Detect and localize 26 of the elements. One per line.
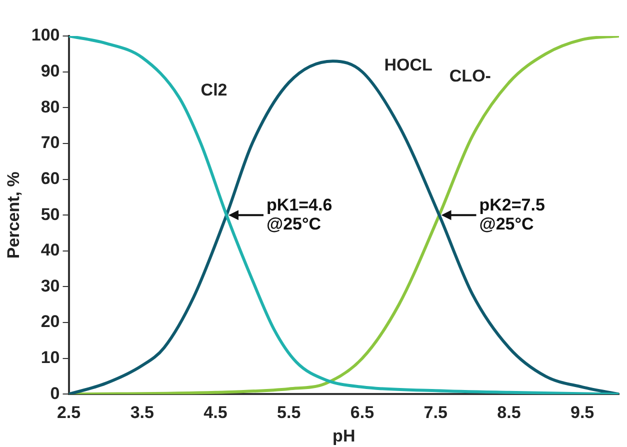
y-tick-label: 90	[40, 62, 60, 81]
y-tick-label: 20	[40, 312, 60, 332]
y-tick-label: 60	[40, 168, 60, 188]
x-tick-label: 6.5	[350, 403, 374, 422]
series-label: CLO-	[449, 66, 491, 86]
series-label: HOCL	[384, 56, 432, 75]
x-tick-label: 9.5	[570, 403, 594, 422]
x-tick-label: 7.5	[424, 403, 448, 422]
y-tick-label: 70	[40, 133, 60, 152]
y-axis-title: Percent, %	[4, 172, 23, 259]
x-tick-label: 4.5	[204, 403, 228, 422]
x-tick-label: 8.5	[497, 403, 521, 422]
y-tick-label: 100	[31, 26, 60, 45]
y-tick-label: 50	[40, 204, 60, 224]
x-tick-label: 3.5	[130, 403, 154, 422]
y-tick-label: 0	[50, 384, 60, 403]
y-tick-label: 80	[40, 97, 60, 116]
x-tick-label: 5.5	[277, 403, 301, 422]
y-tick-label: 30	[40, 276, 60, 296]
annotation: pK1=4.6 @25°C	[266, 195, 332, 234]
x-tick-label: 2.5	[56, 403, 81, 422]
series-label: Cl2	[200, 80, 228, 100]
y-tick-label: 10	[40, 348, 60, 368]
x-axis-title: pH	[332, 426, 356, 446]
y-tick-label: 40	[40, 240, 60, 260]
annotation: pK2=7.5 @25°C	[479, 195, 545, 234]
